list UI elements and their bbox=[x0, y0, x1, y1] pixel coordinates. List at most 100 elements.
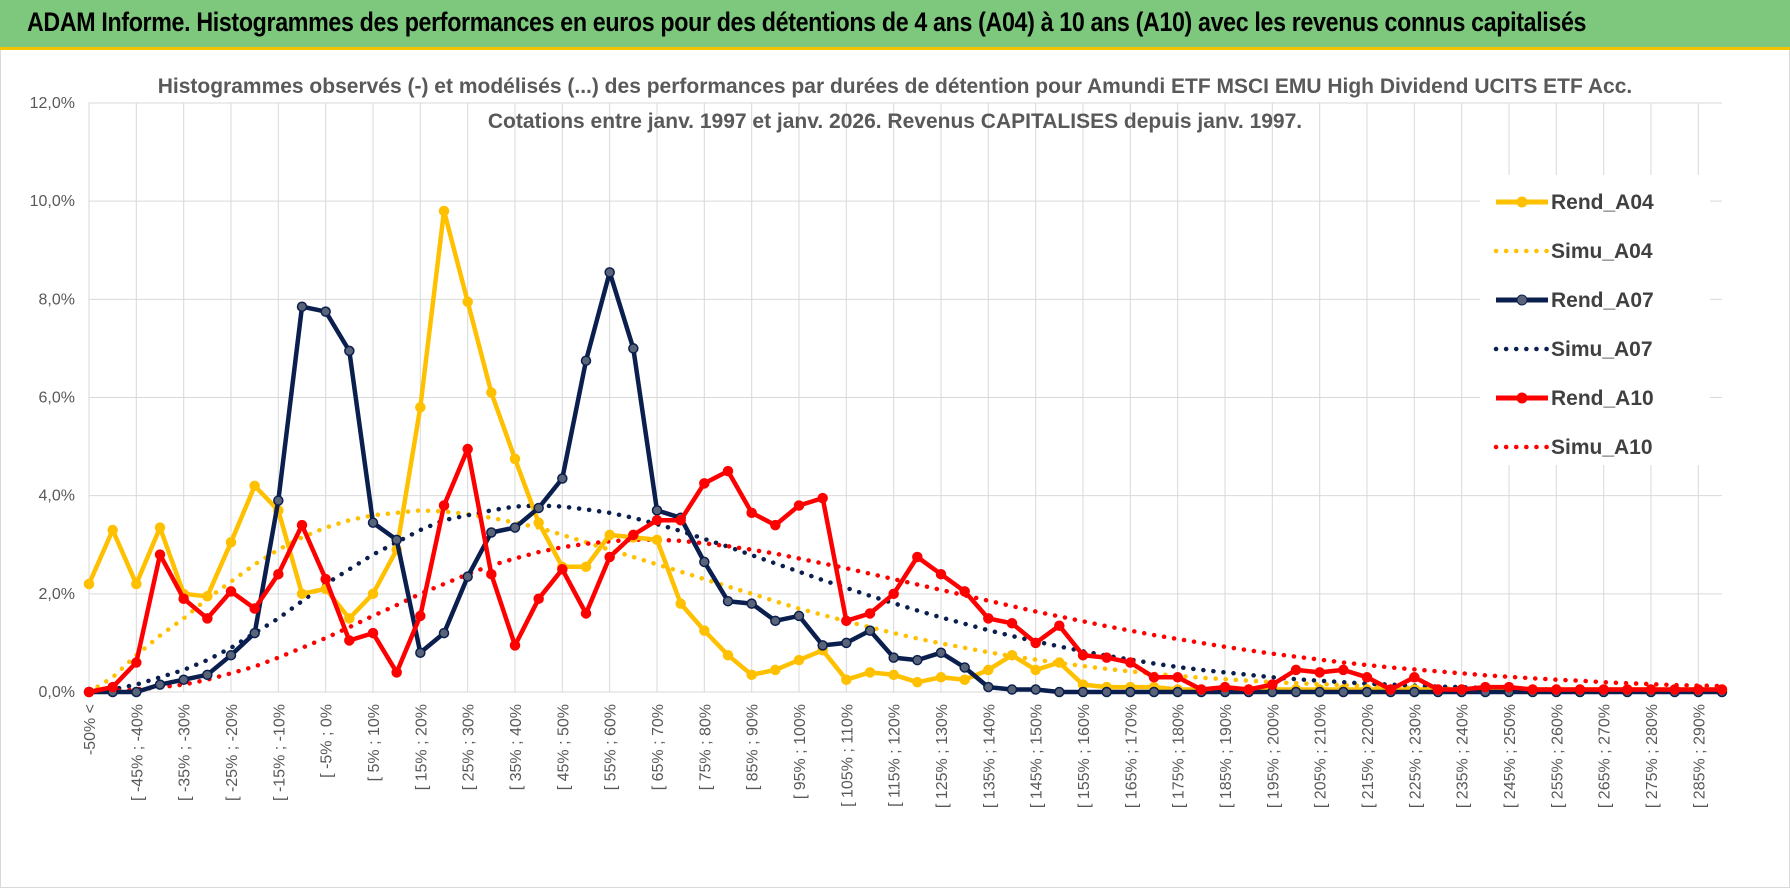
data-point bbox=[1361, 672, 1373, 683]
data-point bbox=[983, 613, 994, 624]
data-point bbox=[1172, 672, 1183, 683]
series-line bbox=[86, 537, 1725, 695]
data-point bbox=[1148, 672, 1160, 683]
data-point bbox=[888, 588, 899, 600]
x-tick-label: [ 5% ; 10% bbox=[366, 704, 383, 781]
y-tick-label: 10,0% bbox=[30, 193, 75, 210]
data-point bbox=[864, 608, 876, 619]
y-tick-label: 6,0% bbox=[39, 390, 75, 407]
data-point bbox=[1409, 686, 1420, 698]
data-point bbox=[557, 564, 568, 575]
data-point bbox=[675, 598, 686, 609]
x-tick-label: [ 285% ; 290% bbox=[1691, 704, 1708, 808]
data-point bbox=[391, 534, 402, 546]
data-point bbox=[699, 556, 710, 568]
data-point bbox=[1432, 684, 1444, 695]
data-point bbox=[604, 267, 615, 278]
data-point bbox=[131, 578, 142, 590]
data-point bbox=[864, 625, 876, 636]
data-point bbox=[699, 625, 710, 636]
data-point bbox=[746, 507, 757, 519]
x-tick-label: [ -45% ; -40% bbox=[129, 704, 146, 801]
data-point bbox=[344, 635, 355, 646]
data-point bbox=[722, 649, 734, 661]
legend-label: Rend_A04 bbox=[1551, 191, 1654, 214]
data-point bbox=[296, 588, 308, 600]
x-tick-label: [ 205% ; 210% bbox=[1313, 704, 1330, 808]
x-tick-label: [ 175% ; 180% bbox=[1171, 704, 1188, 808]
legend-item: Simu_A10 bbox=[1493, 436, 1653, 459]
data-point bbox=[391, 667, 402, 678]
data-point bbox=[486, 527, 497, 538]
data-point bbox=[178, 593, 189, 604]
legend-label: Simu_A04 bbox=[1551, 240, 1653, 263]
data-point bbox=[1054, 686, 1065, 698]
data-point bbox=[580, 561, 592, 573]
y-tick-label: 8,0% bbox=[39, 291, 75, 308]
data-point bbox=[178, 674, 189, 685]
data-point bbox=[438, 500, 450, 511]
x-tick-label: [ -5% ; 0% bbox=[319, 704, 336, 778]
data-point bbox=[1574, 684, 1586, 695]
data-point bbox=[935, 568, 947, 580]
series-line bbox=[88, 446, 1722, 695]
data-point bbox=[793, 654, 805, 666]
x-tick-label: [ 255% ; 260% bbox=[1549, 704, 1566, 808]
data-point bbox=[486, 568, 497, 580]
series-rend-a10 bbox=[83, 443, 1728, 698]
data-point bbox=[1338, 686, 1349, 698]
data-point bbox=[344, 345, 355, 357]
x-tick-label: [ -15% ; -10% bbox=[271, 704, 288, 801]
data-point bbox=[1267, 679, 1278, 690]
x-tick-label: [ 125% ; 130% bbox=[934, 704, 951, 808]
legend-label: Rend_A07 bbox=[1551, 289, 1654, 312]
data-point bbox=[722, 595, 734, 607]
data-point bbox=[1054, 620, 1065, 631]
data-point bbox=[817, 492, 828, 504]
data-point bbox=[107, 524, 118, 536]
data-point bbox=[912, 676, 923, 688]
data-point bbox=[154, 679, 166, 690]
data-point bbox=[131, 657, 142, 668]
data-point bbox=[438, 627, 450, 639]
data-point bbox=[722, 465, 734, 477]
data-point bbox=[1314, 667, 1325, 678]
data-point bbox=[202, 613, 213, 624]
data-point bbox=[367, 588, 379, 600]
x-tick-label: [ 95% ; 100% bbox=[792, 704, 809, 799]
legend-item: Simu_A04 bbox=[1493, 240, 1653, 263]
data-point bbox=[1030, 684, 1041, 695]
data-point bbox=[1219, 681, 1231, 693]
data-point bbox=[1361, 686, 1373, 698]
data-point bbox=[580, 355, 592, 366]
data-point bbox=[1480, 681, 1491, 693]
x-tick-label: [ 145% ; 150% bbox=[1029, 704, 1046, 808]
data-point bbox=[1290, 686, 1302, 698]
series-simu-a10 bbox=[86, 537, 1725, 695]
x-tick-label: [ 55% ; 60% bbox=[603, 704, 620, 790]
data-point bbox=[746, 598, 757, 609]
data-point bbox=[83, 578, 95, 590]
x-tick-label: [ 45% ; 50% bbox=[555, 704, 572, 790]
x-tick-label: [ 165% ; 170% bbox=[1123, 704, 1140, 808]
data-point bbox=[770, 519, 781, 531]
data-point bbox=[888, 669, 899, 681]
data-point bbox=[959, 662, 970, 673]
x-tick-label: [ 105% ; 110% bbox=[839, 704, 856, 807]
data-point bbox=[770, 615, 781, 627]
data-point bbox=[486, 387, 497, 398]
data-point bbox=[1243, 684, 1254, 695]
data-point bbox=[1030, 637, 1041, 649]
data-point bbox=[107, 681, 118, 693]
x-tick-label: [ 85% ; 90% bbox=[745, 704, 762, 790]
x-tick-label: [ 115% ; 120% bbox=[887, 704, 904, 807]
x-tick-label: [ 195% ; 200% bbox=[1265, 704, 1282, 808]
data-point bbox=[651, 514, 663, 526]
data-point bbox=[533, 502, 544, 514]
data-point bbox=[462, 571, 473, 582]
data-point bbox=[1125, 686, 1136, 698]
data-point bbox=[509, 640, 521, 651]
data-point bbox=[509, 522, 521, 533]
x-tick-label: [ -35% ; -30% bbox=[177, 704, 194, 801]
